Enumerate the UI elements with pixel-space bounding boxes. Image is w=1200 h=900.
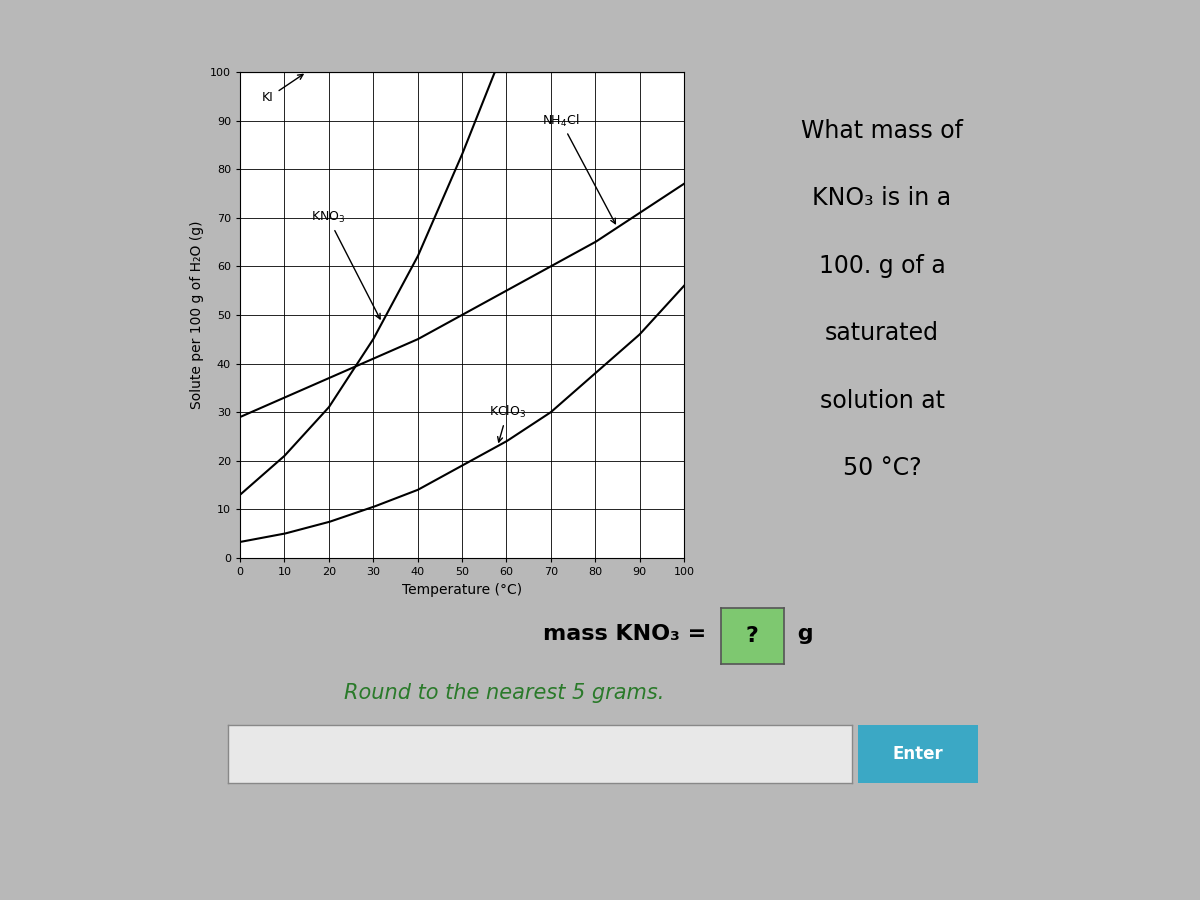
Text: KClO$_3$: KClO$_3$ (488, 404, 526, 442)
Text: Enter: Enter (893, 745, 943, 763)
Text: 50 °C?: 50 °C? (842, 456, 922, 480)
Text: What mass of: What mass of (802, 119, 964, 142)
Text: KNO₃ is in a: KNO₃ is in a (812, 186, 952, 210)
Text: KNO$_3$: KNO$_3$ (311, 211, 380, 319)
Y-axis label: Solute per 100 g of H₂O (g): Solute per 100 g of H₂O (g) (191, 220, 204, 410)
Text: g: g (790, 625, 814, 644)
Text: saturated: saturated (826, 321, 940, 345)
X-axis label: Temperature (°C): Temperature (°C) (402, 582, 522, 597)
Text: 100. g of a: 100. g of a (818, 254, 946, 277)
Text: solution at: solution at (820, 389, 944, 412)
Text: NH$_4$Cl: NH$_4$Cl (542, 112, 616, 224)
Text: Round to the nearest 5 grams.: Round to the nearest 5 grams. (344, 683, 664, 703)
Text: ?: ? (746, 626, 758, 646)
Text: mass KNO₃ =: mass KNO₃ = (542, 625, 714, 644)
Text: KI: KI (262, 75, 304, 104)
